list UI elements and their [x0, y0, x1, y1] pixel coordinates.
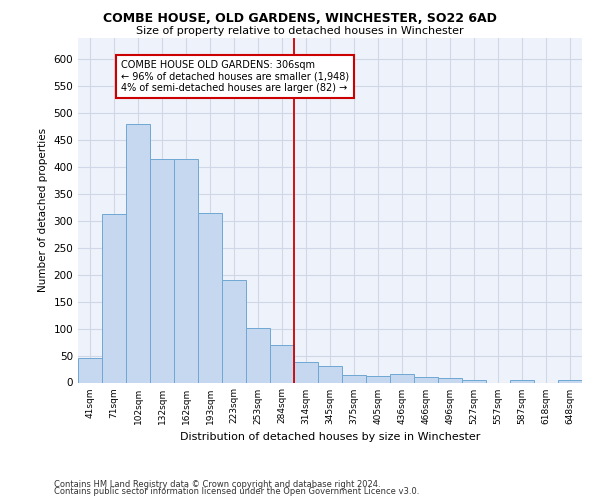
Bar: [246, 328, 270, 382]
Bar: [294, 362, 318, 382]
Bar: [150, 159, 174, 382]
Bar: [390, 374, 414, 382]
Text: COMBE HOUSE, OLD GARDENS, WINCHESTER, SO22 6AD: COMBE HOUSE, OLD GARDENS, WINCHESTER, SO…: [103, 12, 497, 26]
Bar: [558, 380, 582, 382]
Y-axis label: Number of detached properties: Number of detached properties: [38, 128, 48, 292]
Bar: [366, 376, 390, 382]
Bar: [318, 366, 342, 382]
Text: Contains public sector information licensed under the Open Government Licence v3: Contains public sector information licen…: [54, 487, 419, 496]
Bar: [510, 380, 534, 382]
Bar: [126, 124, 150, 382]
X-axis label: Distribution of detached houses by size in Winchester: Distribution of detached houses by size …: [180, 432, 480, 442]
Bar: [102, 214, 126, 382]
Bar: [342, 375, 366, 382]
Bar: [414, 377, 438, 382]
Text: Size of property relative to detached houses in Winchester: Size of property relative to detached ho…: [136, 26, 464, 36]
Text: COMBE HOUSE OLD GARDENS: 306sqm
← 96% of detached houses are smaller (1,948)
4% : COMBE HOUSE OLD GARDENS: 306sqm ← 96% of…: [121, 60, 349, 94]
Bar: [198, 212, 222, 382]
Bar: [438, 378, 462, 382]
Bar: [270, 345, 294, 383]
Bar: [222, 280, 246, 382]
Bar: [462, 380, 486, 382]
Text: Contains HM Land Registry data © Crown copyright and database right 2024.: Contains HM Land Registry data © Crown c…: [54, 480, 380, 489]
Bar: [78, 358, 102, 382]
Bar: [174, 159, 198, 382]
